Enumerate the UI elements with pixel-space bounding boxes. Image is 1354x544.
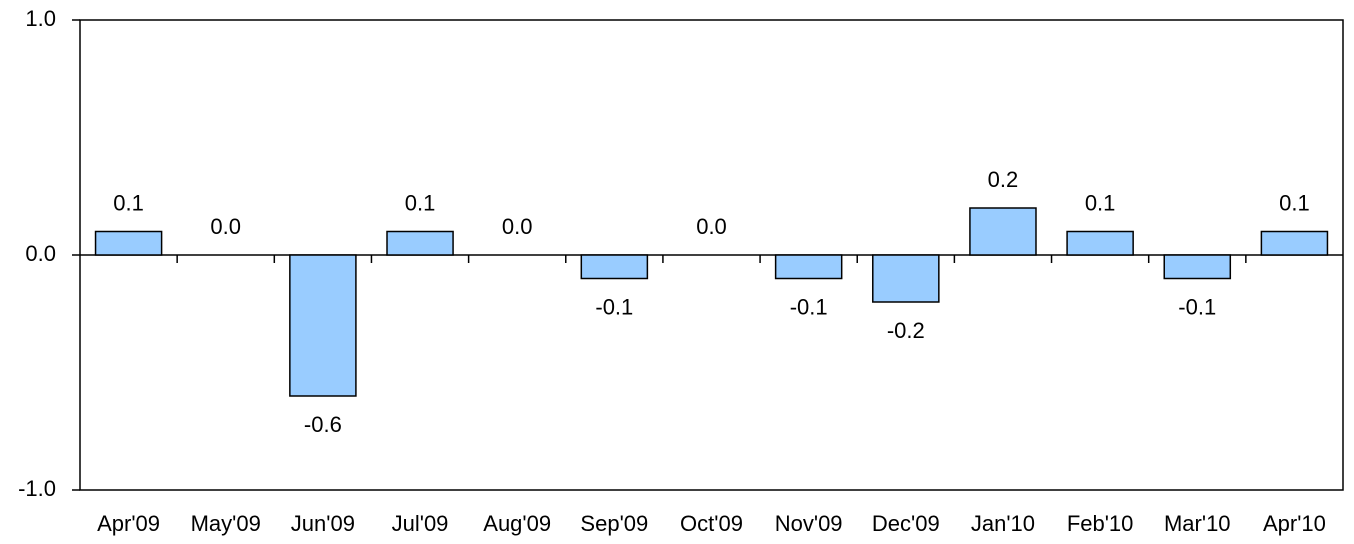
bar: [289, 254, 357, 397]
bar: [774, 254, 843, 280]
y-tick-label: 0.0: [25, 241, 56, 266]
value-label: 0.0: [502, 214, 533, 239]
bar: [969, 207, 1037, 256]
y-tick-label: -1.0: [18, 476, 56, 501]
bar: [872, 254, 940, 303]
x-tick-label: Nov'09: [775, 511, 843, 536]
value-label: -0.1: [595, 294, 633, 319]
bar: [580, 254, 649, 280]
x-tick-label: Jun'09: [291, 511, 355, 536]
x-tick-label: Dec'09: [872, 511, 940, 536]
bar: [1260, 230, 1329, 256]
bar: [94, 230, 163, 256]
x-tick-label: Sep'09: [580, 511, 648, 536]
value-label: -0.2: [887, 318, 925, 343]
value-label: 0.1: [113, 190, 144, 215]
value-label: 0.0: [696, 214, 727, 239]
value-label: -0.1: [790, 294, 828, 319]
bar: [386, 230, 454, 256]
value-label: -0.1: [1178, 294, 1216, 319]
bar: [1163, 254, 1232, 280]
x-tick-label: Feb'10: [1067, 511, 1134, 536]
y-tick-label: 1.0: [25, 6, 56, 31]
value-label: 0.2: [988, 167, 1019, 192]
x-tick-label: Jul'09: [392, 511, 449, 536]
x-tick-label: Mar'10: [1164, 511, 1231, 536]
x-tick-label: Jan'10: [971, 511, 1035, 536]
value-label: 0.1: [405, 190, 436, 215]
x-tick-label: Oct'09: [680, 511, 743, 536]
x-tick-label: May'09: [191, 511, 261, 536]
value-label: 0.1: [1279, 190, 1310, 215]
value-label: -0.6: [304, 412, 342, 437]
x-tick-label: Apr'10: [1263, 511, 1326, 536]
bar: [1066, 230, 1134, 256]
value-label: 0.1: [1085, 190, 1116, 215]
value-label: 0.0: [210, 214, 241, 239]
x-tick-label: Aug'09: [483, 511, 551, 536]
x-tick-label: Apr'09: [97, 511, 160, 536]
